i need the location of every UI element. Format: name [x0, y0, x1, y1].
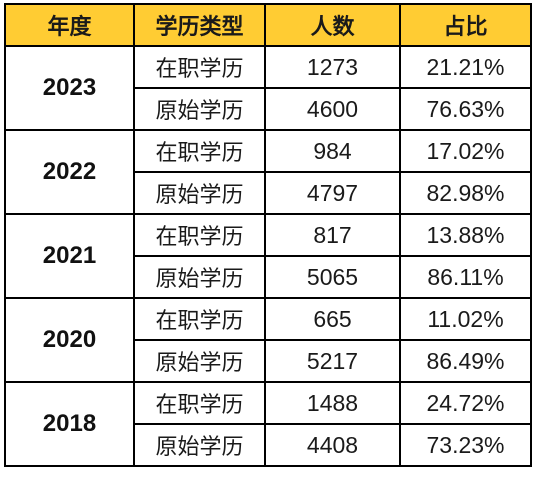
count-cell: 4797	[264, 171, 401, 215]
education-type-cell: 在职学历	[133, 381, 266, 425]
count-cell: 1273	[264, 45, 401, 89]
table-row: 原始学历 5217 86.49%	[5, 339, 532, 383]
table-body: 2023 在职学历 1273 21.21% 原始学历 4600 76.63% 2…	[4, 45, 532, 467]
education-type-cell: 在职学历	[133, 213, 266, 257]
year-cell: 2020	[4, 297, 135, 383]
count-cell: 1488	[264, 381, 401, 425]
education-type-cell: 原始学历	[133, 87, 266, 131]
share-cell: 82.98%	[399, 171, 532, 215]
education-table: 年度 学历类型 人数 占比 2023 在职学历 1273 21.21% 原始学历…	[4, 3, 532, 467]
count-cell: 665	[264, 297, 401, 341]
year-cell: 2022	[4, 129, 135, 215]
share-cell: 24.72%	[399, 381, 532, 425]
share-cell: 21.21%	[399, 45, 532, 89]
count-cell: 5065	[264, 255, 401, 299]
education-type-cell: 在职学历	[133, 297, 266, 341]
table-row: 2021 在职学历 817 13.88%	[4, 213, 532, 299]
year-cell: 2023	[4, 45, 135, 131]
share-cell: 13.88%	[399, 213, 532, 257]
table-row: 原始学历 4797 82.98%	[5, 171, 532, 215]
share-cell: 86.11%	[399, 255, 532, 299]
header-count: 人数	[264, 3, 401, 47]
count-cell: 817	[264, 213, 401, 257]
header-row: 年度 学历类型 人数 占比	[4, 3, 532, 47]
share-cell: 11.02%	[399, 297, 532, 341]
share-cell: 17.02%	[399, 129, 532, 173]
header-education-type: 学历类型	[133, 3, 266, 47]
share-cell: 86.49%	[399, 339, 532, 383]
table-row: 2020 在职学历 665 11.02%	[4, 297, 532, 383]
share-cell: 76.63%	[399, 87, 532, 131]
year-cell: 2021	[4, 213, 135, 299]
education-type-cell: 原始学历	[133, 423, 266, 467]
education-type-cell: 在职学历	[133, 45, 266, 89]
education-type-cell: 原始学历	[133, 339, 266, 383]
table-row: 2023 在职学历 1273 21.21%	[4, 45, 532, 131]
table-row: 原始学历 5065 86.11%	[5, 255, 532, 299]
header-year: 年度	[4, 3, 135, 47]
education-table-container: 年度 学历类型 人数 占比 2023 在职学历 1273 21.21% 原始学历…	[4, 3, 532, 467]
count-cell: 984	[264, 129, 401, 173]
education-type-cell: 在职学历	[133, 129, 266, 173]
count-cell: 5217	[264, 339, 401, 383]
table-row: 原始学历 4600 76.63%	[5, 87, 532, 131]
year-cell: 2018	[4, 381, 135, 467]
header-share: 占比	[399, 3, 532, 47]
table-header: 年度 学历类型 人数 占比	[4, 3, 532, 47]
count-cell: 4408	[264, 423, 401, 467]
table-row: 2018 在职学历 1488 24.72%	[4, 381, 532, 467]
share-cell: 73.23%	[399, 423, 532, 467]
table-row: 原始学历 4408 73.23%	[5, 423, 532, 467]
table-row: 2022 在职学历 984 17.02%	[4, 129, 532, 215]
education-type-cell: 原始学历	[133, 255, 266, 299]
education-type-cell: 原始学历	[133, 171, 266, 215]
count-cell: 4600	[264, 87, 401, 131]
